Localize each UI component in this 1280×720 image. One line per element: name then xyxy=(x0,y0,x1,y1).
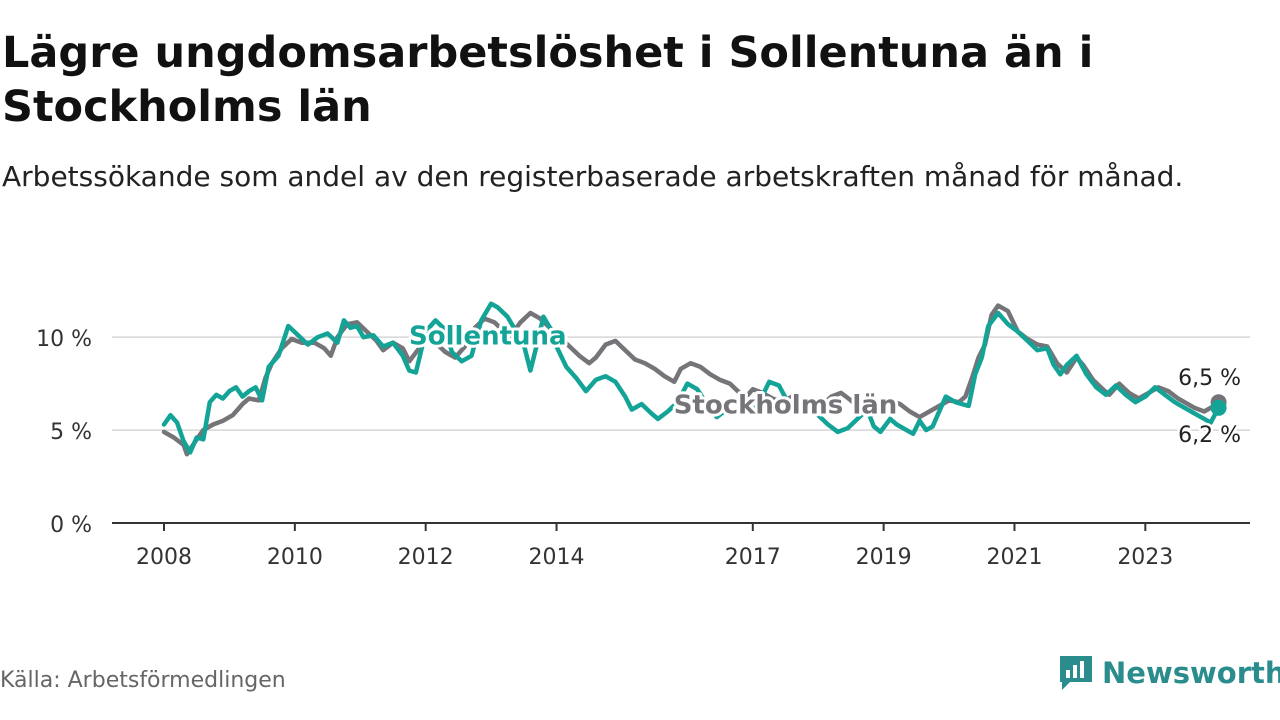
end-point-sollentuna xyxy=(1210,399,1227,416)
series-label-sollentuna: Sollentuna xyxy=(409,322,567,352)
end-value-label-sollentuna: 6,2 % xyxy=(1178,423,1241,448)
y-tick-label: 10 % xyxy=(36,327,92,352)
brand-logo: Newsworthy xyxy=(1058,654,1280,692)
chart-title: Lägre ungdomsarbetslöshet i Sollentuna ä… xyxy=(2,28,1094,132)
x-tick-label: 2019 xyxy=(856,545,912,570)
series-line-sollentuna xyxy=(161,301,1221,455)
x-tick-label: 2021 xyxy=(986,545,1042,570)
x-tick-label: 2010 xyxy=(267,545,323,570)
end-label-halo: 6,2 % xyxy=(1178,423,1241,448)
x-axis: 2008 2010 2012 2014 2017 2019 2021 2023 xyxy=(112,522,1250,570)
newsworthy-logo-icon xyxy=(1060,656,1092,690)
x-tick-label: 2014 xyxy=(529,545,585,570)
series-label-halo: Sollentuna xyxy=(409,322,567,352)
brand-name: Newsworthy xyxy=(1102,656,1280,690)
y-axis: 0 % 5 % 10 % xyxy=(36,327,92,538)
chart-subtitle: Arbetssökande som andel av den registerb… xyxy=(2,160,1184,193)
source-text: Källa: Arbetsförmedlingen xyxy=(0,668,286,693)
x-tick-label: 2017 xyxy=(725,545,781,570)
series-label-halo: Stockholms län xyxy=(674,390,898,420)
series-lines xyxy=(161,301,1227,457)
series-label-stockholms-län: Stockholms län xyxy=(674,390,898,420)
end-value-label-stockholms-län: 6,5 % xyxy=(1178,366,1241,391)
x-tick-label: 2012 xyxy=(398,545,454,570)
end-label-halo: 6,5 % xyxy=(1178,366,1241,391)
y-tick-label: 5 % xyxy=(50,420,92,445)
y-tick-label: 0 % xyxy=(50,513,92,538)
series-line-stockholms-län xyxy=(161,303,1221,457)
x-tick-label: 2023 xyxy=(1117,545,1173,570)
x-tick-label: 2008 xyxy=(136,545,192,570)
